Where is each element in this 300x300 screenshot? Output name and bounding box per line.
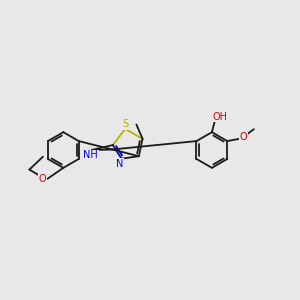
Text: OH: OH	[213, 112, 228, 122]
Text: O: O	[239, 132, 247, 142]
Text: NH: NH	[83, 150, 98, 161]
Text: N: N	[116, 159, 123, 169]
Text: S: S	[123, 119, 129, 130]
Text: O: O	[39, 174, 46, 184]
